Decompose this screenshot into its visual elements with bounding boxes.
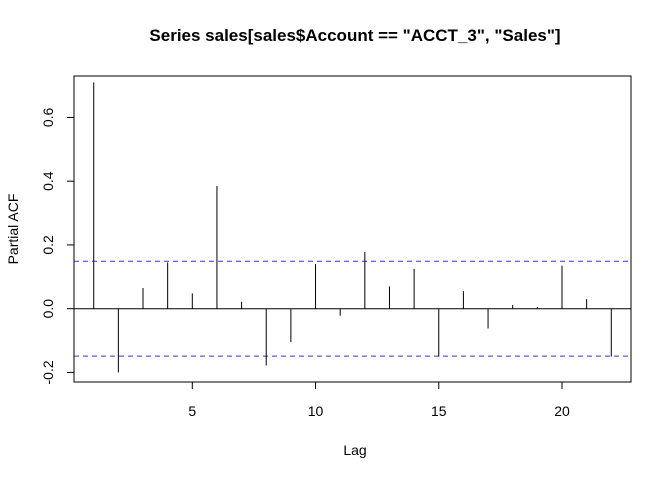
- pacf-spikes: [93, 82, 612, 373]
- y-tick-label: -0.2: [40, 360, 56, 384]
- y-tick-label: 0.6: [40, 107, 56, 127]
- y-axis-label: Partial ACF: [5, 194, 21, 265]
- x-tick-label: 10: [308, 403, 324, 419]
- chart-title: Series sales[sales$Account == "ACCT_3", …: [149, 26, 560, 45]
- plot-frame: [73, 75, 632, 383]
- x-axis-label: Lag: [343, 442, 366, 458]
- y-axis: -0.2 0.0 0.2 0.4 0.6: [40, 107, 75, 385]
- confidence-bounds: [74, 260, 631, 357]
- x-tick-label: 5: [188, 403, 196, 419]
- y-tick-label: 0.2: [40, 235, 56, 255]
- y-tick-label: 0.4: [40, 171, 56, 191]
- x-tick-label: 15: [431, 403, 447, 419]
- y-tick-label: 0.0: [40, 299, 56, 319]
- x-axis: 5 10 15 20: [188, 381, 570, 419]
- x-tick-label: 20: [554, 403, 570, 419]
